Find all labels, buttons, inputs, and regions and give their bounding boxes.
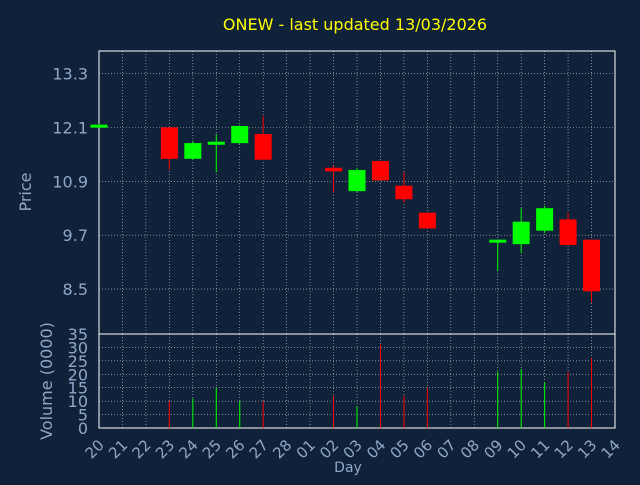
volume-tick-label: 15 [68,379,88,398]
day-tick-label: 25 [199,436,225,462]
candle-body-up [512,221,530,245]
price-tick-label: 13.3 [52,64,88,83]
volume-tick-label: 35 [68,325,88,344]
day-tick-label: 27 [246,436,272,462]
candle-body-down [371,161,389,181]
price-tick-label: 8.5 [63,280,88,299]
volume-tick-label: 10 [68,392,88,411]
volume-tick-label: 20 [68,365,88,384]
day-tick-label: 20 [82,436,108,462]
volume-axis-label: Volume (0000) [37,322,56,440]
volume-tick-label: 25 [68,352,88,371]
candle-body-down [418,212,436,229]
candle-body-down [160,127,178,159]
day-tick-label: 23 [152,436,178,462]
day-tick-label: 01 [293,436,319,462]
candle-body-down [254,134,272,160]
candle-body-down [583,239,601,292]
candle-body-up [536,208,554,231]
candle-body-up [207,141,225,145]
price-tick-label: 10.9 [52,172,88,191]
price-axis-label: Price [16,172,35,211]
volume-tick-label: 30 [68,338,88,357]
volume-tick-label: 0 [78,419,88,438]
day-tick-label: 22 [129,436,155,462]
day-tick-label: 07 [433,436,459,462]
candle-body-up [348,170,366,192]
day-tick-label: 10 [504,436,530,462]
day-tick-label: 13 [574,436,600,462]
day-tick-label: 12 [551,436,577,462]
day-tick-label: 05 [387,436,413,462]
day-tick-label: 11 [527,436,553,462]
day-tick-label: 09 [480,436,506,462]
price-tick-label: 9.7 [63,226,88,245]
day-tick-label: 24 [175,436,201,462]
day-tick-label: 26 [222,436,248,462]
candle-body-down [325,167,343,172]
day-tick-label: 14 [598,436,624,462]
day-axis: 2021222324252627280102030405060708091011… [82,436,624,462]
candle-body-down [559,219,577,246]
day-tick-label: 04 [363,436,389,462]
price-tick-label: 12.1 [52,118,88,137]
day-tick-label: 06 [410,436,436,462]
day-tick-label: 08 [457,436,483,462]
candle-body-down [395,185,413,200]
day-tick-label: 02 [316,436,342,462]
candle-body-up [90,124,108,128]
candle-body-up [184,143,202,159]
day-tick-label: 21 [105,436,131,462]
candle-body-up [489,239,507,243]
candle-body-up [231,126,249,144]
day-axis-label: Day [334,460,362,476]
chart-title: ONEW - last updated 13/03/2026 [223,15,487,34]
day-tick-label: 28 [269,436,295,462]
price-panel: 8.5 9.7 10.9 12.1 13.3 [52,50,616,335]
day-tick-label: 03 [340,436,366,462]
volume-tick-label: 5 [78,406,88,425]
